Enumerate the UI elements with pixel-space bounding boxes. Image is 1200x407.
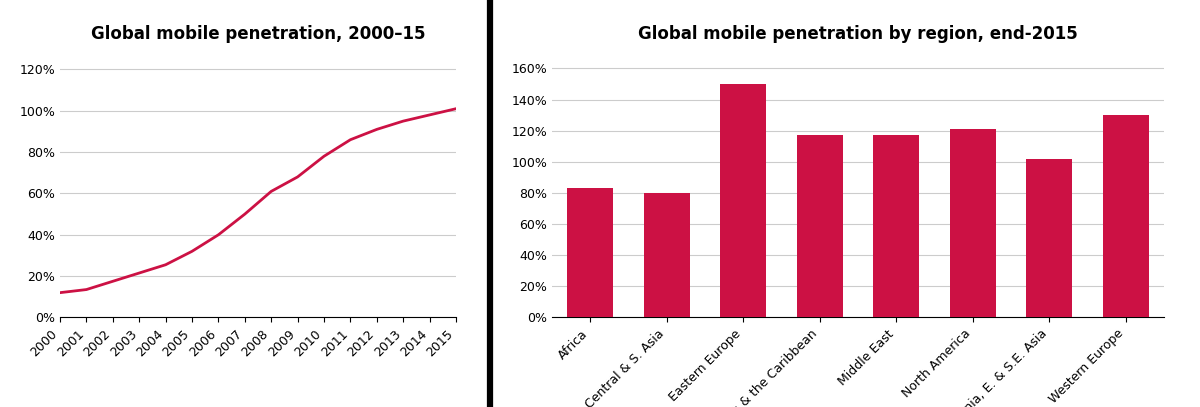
- Bar: [720, 84, 766, 317]
- Title: Global mobile penetration, 2000–15: Global mobile penetration, 2000–15: [91, 25, 425, 43]
- Title: Global mobile penetration by region, end-2015: Global mobile penetration by region, end…: [638, 25, 1078, 43]
- Bar: [1103, 115, 1148, 317]
- Bar: [568, 188, 613, 317]
- Bar: [874, 136, 919, 317]
- Bar: [950, 129, 996, 317]
- Bar: [1026, 159, 1073, 317]
- Bar: [643, 193, 690, 317]
- Bar: [797, 136, 842, 317]
